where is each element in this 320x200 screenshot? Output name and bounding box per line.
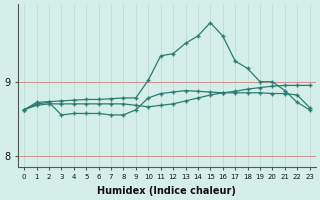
X-axis label: Humidex (Indice chaleur): Humidex (Indice chaleur) [98, 186, 236, 196]
